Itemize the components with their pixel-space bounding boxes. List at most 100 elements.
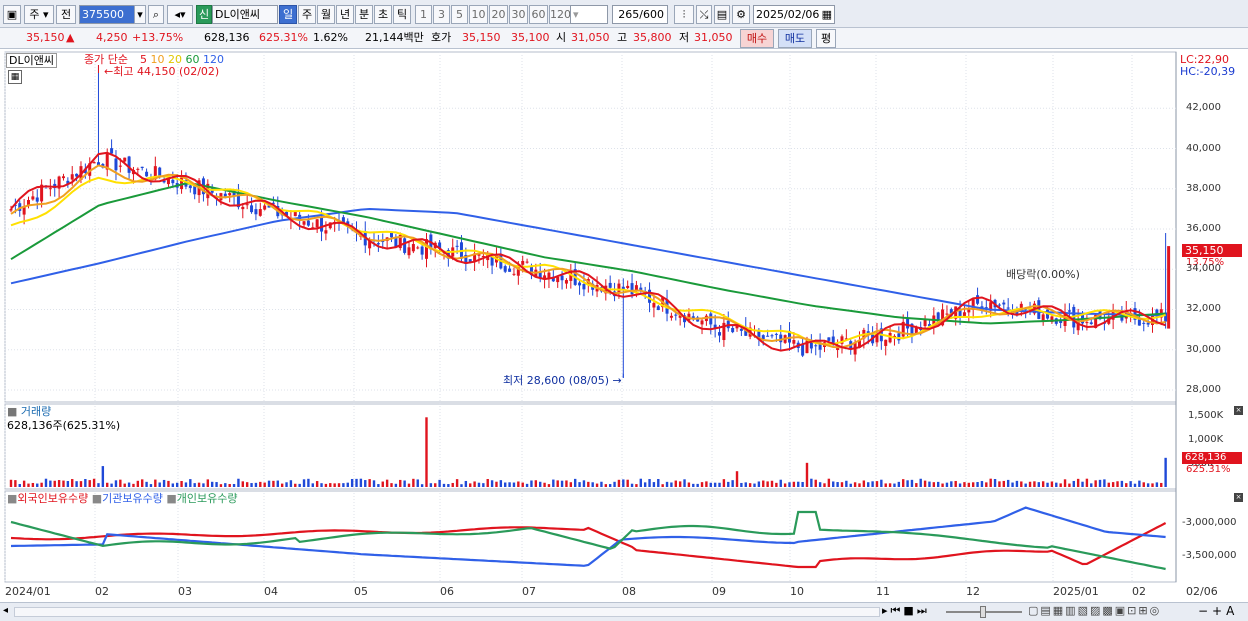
- window-menu-icon[interactable]: ▣: [3, 5, 21, 24]
- volume-bar: [748, 483, 752, 487]
- volume-bar: [62, 480, 65, 487]
- volume-bar: [136, 480, 140, 487]
- candle-body: [92, 162, 96, 164]
- volume-bar: [539, 481, 542, 487]
- volume-bar: [346, 482, 349, 487]
- count-total: /600: [639, 8, 664, 21]
- candle-body: [258, 209, 262, 216]
- dividend-annotation: 배당락(0.00%): [1006, 268, 1080, 281]
- chart-tools-icons[interactable]: ▢▤▦▥▧▨▩▣⊡⊞◎: [1028, 604, 1162, 617]
- code-dropdown-icon[interactable]: ▾: [134, 5, 146, 24]
- candle-body: [1142, 322, 1146, 324]
- volume-bar: [565, 480, 568, 487]
- buy-button[interactable]: 매수: [740, 29, 774, 48]
- period-tab-0[interactable]: 일: [279, 5, 297, 24]
- close-panel-icon[interactable]: ×: [1234, 493, 1243, 502]
- volume-bar: [425, 417, 428, 487]
- chart-scrollbar[interactable]: [14, 607, 880, 617]
- interval-tab-5[interactable]: 5: [451, 5, 468, 24]
- candle-body: [792, 340, 796, 344]
- candle-body: [13, 204, 17, 206]
- zoom-buttons[interactable]: −+A: [1198, 604, 1239, 618]
- search-icon[interactable]: ⌕: [148, 5, 164, 24]
- volume-bar: [823, 483, 826, 487]
- candle-body: [1089, 322, 1093, 325]
- candle-body: [83, 168, 87, 173]
- candle-body: [228, 193, 232, 196]
- volume-axis-label: 1,500K: [1188, 410, 1224, 421]
- count-input[interactable]: 265/600: [612, 5, 668, 24]
- candle-body: [691, 316, 695, 319]
- volume-bar: [1006, 479, 1010, 487]
- volume-bar: [753, 483, 756, 487]
- volume-bar: [31, 482, 35, 487]
- eval-button[interactable]: 평: [816, 29, 836, 48]
- zoom-slider-handle[interactable]: [980, 606, 986, 618]
- period-select[interactable]: 주 ▾: [24, 5, 54, 24]
- candle-body: [818, 342, 822, 350]
- drawing-tool-icon[interactable]: ⤯: [696, 5, 712, 24]
- period-tab-4[interactable]: 분: [355, 5, 373, 24]
- stock-code-input[interactable]: 375500: [79, 5, 135, 24]
- close-panel-icon[interactable]: ×: [1234, 406, 1243, 415]
- period-tab-5[interactable]: 초: [374, 5, 392, 24]
- volume-bar: [311, 483, 314, 487]
- speaker-icon[interactable]: ◂▾: [167, 5, 193, 24]
- interval-tab-10[interactable]: 10: [469, 5, 488, 24]
- institution-holding-line: [10, 506, 1166, 567]
- price-axis-label: 38,000: [1186, 182, 1221, 194]
- period-tab-2[interactable]: 월: [317, 5, 335, 24]
- max-annotation: ←최고 44,150 (02/02): [104, 65, 219, 79]
- last-price-tag: 35,150: [1182, 244, 1242, 257]
- volume-bar: [1028, 481, 1032, 487]
- prev-button[interactable]: 전: [56, 5, 76, 24]
- sell-button[interactable]: 매도: [778, 29, 812, 48]
- volume-bar: [1020, 481, 1023, 487]
- volume-bar: [18, 484, 21, 487]
- volume-panel-title-text: 거래량: [20, 405, 52, 418]
- candle-body: [1137, 317, 1141, 326]
- interval-tab-30[interactable]: 30: [509, 5, 528, 24]
- volume-bar: [119, 479, 122, 487]
- interval-tab-3[interactable]: 3: [433, 5, 450, 24]
- candle-body: [941, 309, 945, 326]
- scroll-left-icon[interactable]: ◂: [3, 605, 9, 616]
- playback-controls[interactable]: ▸⏮■⏭: [882, 604, 930, 617]
- save-icon[interactable]: ▤: [714, 5, 730, 24]
- gear-icon[interactable]: ⚙: [732, 5, 750, 24]
- candle-body: [1059, 320, 1063, 323]
- candle-body: [529, 265, 533, 276]
- volume-bar: [114, 480, 118, 487]
- candle-body: [166, 177, 170, 185]
- candle-type-icon[interactable]: ⫶: [674, 5, 694, 24]
- candle-body: [713, 324, 717, 329]
- volume-bar: [998, 481, 1001, 487]
- interval-input[interactable]: ▾: [570, 5, 608, 24]
- chart-area[interactable]: [0, 50, 1248, 602]
- candle-body: [403, 238, 407, 253]
- period-tab-6[interactable]: 틱: [393, 5, 411, 24]
- interval-tab-1[interactable]: 1: [415, 5, 432, 24]
- x-axis-label: 02: [95, 585, 109, 598]
- period-tab-3[interactable]: 년: [336, 5, 354, 24]
- volume-bar: [385, 479, 389, 487]
- volume-bar: [622, 479, 625, 487]
- date-input[interactable]: 2025/02/06 ▦: [753, 5, 835, 24]
- interval-tab-60[interactable]: 60: [529, 5, 548, 24]
- candle-body: [884, 339, 888, 346]
- interval-tab-120[interactable]: 120: [549, 5, 571, 24]
- volume-bar: [267, 480, 271, 487]
- volume-bar: [259, 481, 262, 487]
- stock-name-field[interactable]: DL이앤씨: [212, 5, 278, 24]
- interval-tab-20[interactable]: 20: [489, 5, 508, 24]
- candle-body: [376, 243, 380, 245]
- grid-toggle-icon[interactable]: ▦: [8, 70, 22, 84]
- ma-period-120: 120: [203, 53, 224, 66]
- period-tab-1[interactable]: 주: [298, 5, 316, 24]
- candle-body: [1085, 322, 1089, 324]
- candle-body: [521, 260, 525, 265]
- volume-bar: [22, 480, 26, 487]
- volume-bar: [141, 479, 144, 487]
- volume-bar: [871, 481, 874, 487]
- candle-body: [923, 319, 927, 327]
